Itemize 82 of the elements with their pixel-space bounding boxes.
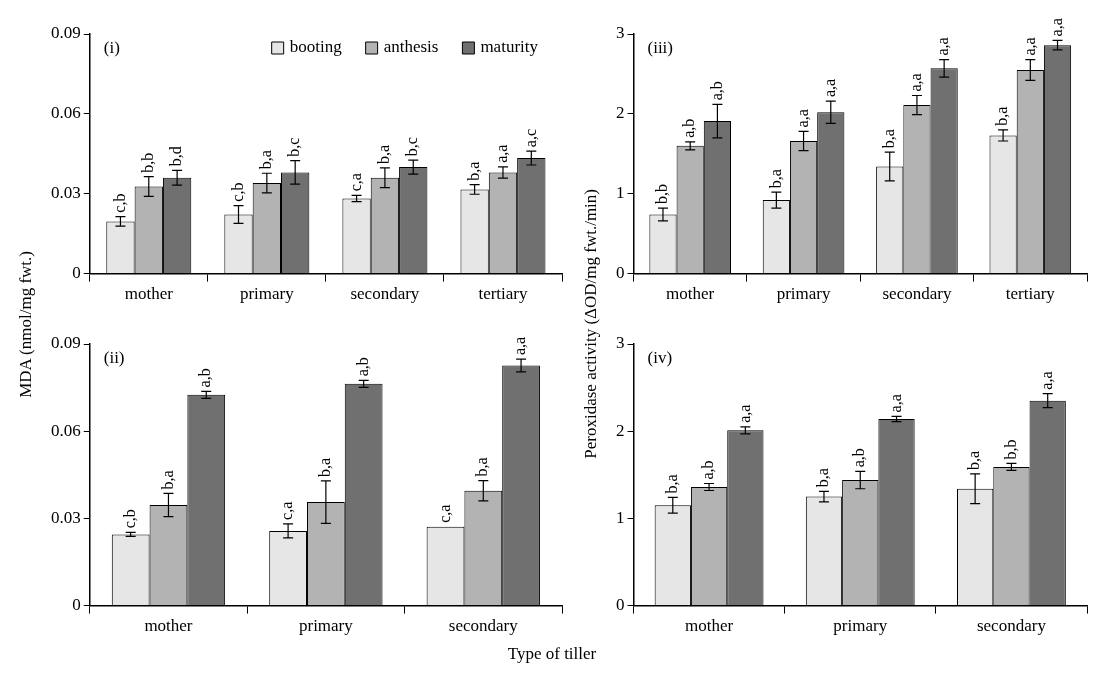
y-tick-label: 1	[616, 183, 625, 203]
data-label: c,a	[435, 504, 453, 523]
x-tick-label: secondary	[448, 616, 519, 636]
x-tick-label: primary	[298, 616, 354, 636]
data-label: b,a	[766, 169, 784, 189]
data-label: a,b	[850, 448, 868, 468]
y-axis-title: MDA (nmol/mg fwt.)	[16, 250, 36, 398]
y-tick-label: 2	[616, 420, 625, 440]
y-tick-label: 2	[616, 103, 625, 123]
data-label: a,a	[886, 394, 904, 413]
x-tick-label: mother	[144, 616, 193, 636]
x-tick-label: tertiary	[478, 284, 528, 304]
data-label: a,a	[1037, 371, 1055, 390]
data-label: c,b	[228, 182, 246, 202]
data-label: b,a	[965, 450, 983, 470]
x-tick-label: primary	[776, 284, 831, 304]
data-label: b,a	[879, 129, 897, 149]
x-tick-label: primary	[833, 616, 888, 636]
legend-label: anthesis	[383, 36, 439, 56]
data-label: a,b	[699, 460, 717, 480]
data-label: a,a	[793, 109, 811, 128]
data-label: b,d	[167, 146, 185, 167]
y-tick-label: 1	[616, 507, 625, 527]
y-tick-label: 0.06	[51, 420, 81, 440]
y-tick-label: 0.09	[51, 333, 81, 353]
data-label: a,b	[707, 81, 725, 101]
y-tick-label: 0	[616, 595, 625, 615]
data-label: b,c	[285, 137, 303, 157]
y-tick-label: 0	[72, 263, 81, 283]
data-label: a,a	[1047, 18, 1065, 37]
data-label: a,a	[735, 404, 753, 423]
data-label: a,a	[907, 73, 925, 92]
y-tick-label: 0.06	[51, 103, 81, 123]
data-label: b,b	[653, 184, 671, 205]
data-label: a,a	[934, 37, 952, 56]
data-label: b,a	[158, 470, 176, 490]
legend-label: booting	[289, 36, 343, 56]
y-axis-title: Peroxidase activity (ΔOD/mg fwt./min)	[581, 189, 601, 459]
annotation: (iii)	[647, 37, 673, 57]
y-tick-label: 0	[616, 263, 625, 283]
data-label: b,a	[663, 474, 681, 494]
legend-label: maturity	[480, 36, 539, 56]
data-label: b,a	[473, 457, 491, 477]
annotation: (iv)	[647, 347, 673, 367]
data-label: a,b	[680, 118, 698, 138]
data-label: b,a	[257, 150, 275, 170]
data-label: b,b	[138, 152, 156, 173]
data-label: c,a	[346, 173, 364, 192]
data-label: b,b	[1001, 439, 1019, 460]
data-label: a,c	[521, 128, 539, 148]
data-label: b,a	[375, 144, 393, 164]
data-label: b,a	[993, 106, 1011, 126]
data-label: c,a	[278, 501, 296, 520]
annotation: (ii)	[103, 347, 125, 367]
y-tick-label: 0.03	[51, 183, 81, 203]
data-label: a,a	[511, 336, 529, 356]
x-tick-label: mother	[685, 616, 734, 636]
y-tick-label: 0.03	[51, 507, 81, 527]
data-label: c,b	[110, 193, 128, 213]
y-tick-label: 0	[72, 595, 81, 615]
data-label: b,a	[464, 161, 482, 181]
y-tick-label: 0.09	[51, 23, 81, 43]
data-label: a,a	[820, 78, 838, 98]
x-tick-label: secondary	[882, 284, 952, 304]
x-tick-label: mother	[666, 284, 715, 304]
x-axis-title: Type of tiller	[506, 644, 598, 664]
data-label: b,a	[814, 468, 832, 488]
x-tick-label: secondary	[976, 616, 1047, 636]
y-tick-label: 3	[616, 333, 625, 353]
x-tick-label: secondary	[350, 284, 420, 304]
data-label: a,a	[1020, 37, 1038, 56]
data-label: a,b	[353, 357, 371, 377]
annotation: (i)	[103, 37, 120, 57]
data-label: c,b	[120, 509, 138, 529]
x-tick-label: primary	[239, 284, 295, 304]
data-label: a,a	[493, 144, 511, 163]
x-tick-label: mother	[124, 284, 174, 304]
y-tick-label: 3	[616, 23, 625, 43]
data-label: a,b	[196, 368, 214, 388]
data-label: b,a	[316, 457, 334, 477]
data-label: b,c	[403, 137, 421, 157]
x-tick-label: tertiary	[1005, 284, 1056, 304]
